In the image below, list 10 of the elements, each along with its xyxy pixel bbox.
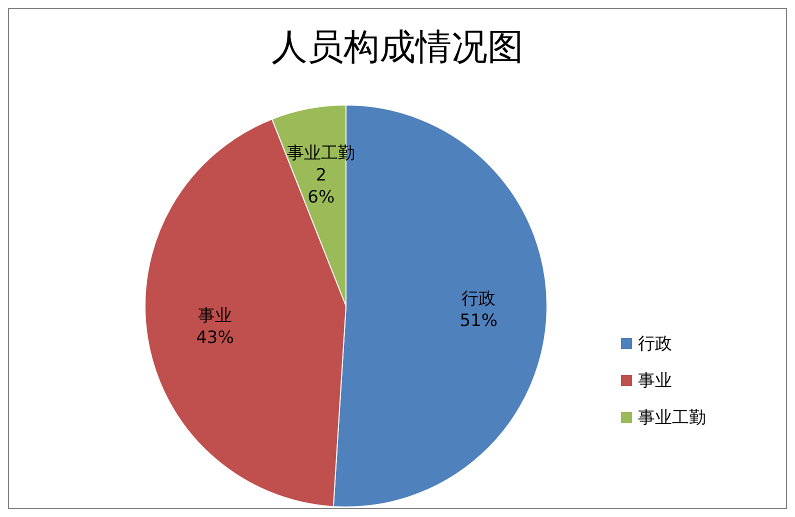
slice-label: 事业工勤 — [287, 144, 356, 164]
data-label: 2 6% — [308, 166, 335, 208]
chart-title: 人员构成情况图 — [270, 26, 524, 70]
legend-label: 事业 — [638, 370, 672, 392]
slice-label: 行政 — [462, 289, 496, 310]
slice-label: 事业 — [198, 306, 232, 326]
data-label: 43% — [196, 328, 234, 348]
data-label: 51% — [460, 311, 498, 332]
legend-label: 行政 — [638, 333, 672, 355]
legend-label: 事业工勤 — [638, 407, 706, 429]
